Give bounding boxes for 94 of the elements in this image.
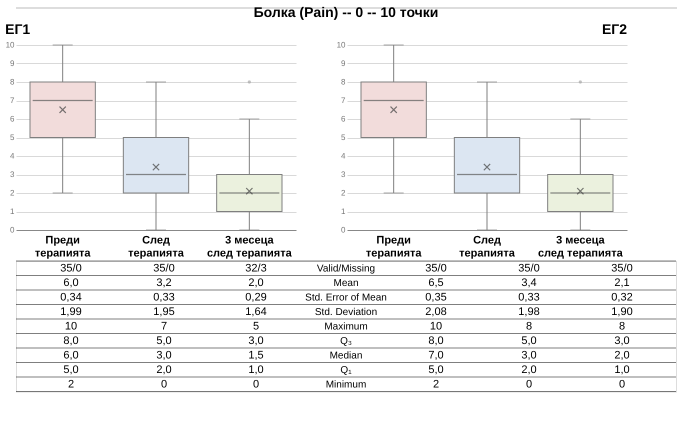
text: 35/0 xyxy=(60,262,82,274)
text: 32/3 xyxy=(245,262,267,274)
text: 35/0 xyxy=(153,262,175,274)
text: 10 xyxy=(430,320,442,332)
text: Minimum xyxy=(326,379,366,390)
text: Std. Deviation xyxy=(314,306,378,318)
chart-title: ЕГ2 xyxy=(602,21,628,37)
x-tick-label: Преди терапията xyxy=(366,234,422,260)
text: 0,29 xyxy=(245,291,267,304)
text: 0 xyxy=(526,378,532,390)
text: Q₁ xyxy=(340,364,352,376)
text: 8,0 xyxy=(428,334,444,347)
text: 0,33 xyxy=(518,291,540,304)
text: Valid/Missing xyxy=(316,263,376,274)
text: 35/0 xyxy=(425,262,447,274)
y-tick-label: 4 xyxy=(341,152,346,160)
text: 7,0 xyxy=(428,349,444,362)
y-tick-label: 6 xyxy=(10,114,16,124)
text: 2,0 xyxy=(248,276,264,289)
text: 10 xyxy=(64,320,78,332)
y-tick-label: 5 xyxy=(10,133,16,142)
text: 2 xyxy=(432,378,440,390)
text: 5 xyxy=(252,320,260,332)
text: 8,0 xyxy=(63,334,79,347)
text: 1,98 xyxy=(518,306,540,318)
y-tick-label: 9 xyxy=(10,59,16,68)
y-tick-label: 8 xyxy=(10,78,16,86)
text: 7 xyxy=(160,320,168,332)
text: 0 xyxy=(618,378,626,390)
y-tick-label: 9 xyxy=(341,59,346,68)
y-tick-label: 7 xyxy=(341,96,346,105)
text: 1,0 xyxy=(614,364,630,376)
text: 6,5 xyxy=(428,276,444,289)
y-tick-label: 0 xyxy=(341,226,346,234)
x-tick-label: След терапията xyxy=(459,234,516,260)
text: Std. Error of Mean xyxy=(305,292,387,304)
text: 35/0 xyxy=(518,262,540,274)
text: Q₃ xyxy=(340,336,352,347)
y-tick-label: 2 xyxy=(341,188,346,198)
text: Maximum xyxy=(324,321,368,332)
text: Болка (Pain) -- 0 -- 10 точки xyxy=(254,4,438,20)
text: 1,64 xyxy=(245,306,267,318)
y-tick-label: 6 xyxy=(341,114,346,124)
text: 0,34 xyxy=(60,291,82,304)
text: 2 xyxy=(68,378,74,390)
text: 2,0 xyxy=(614,349,630,362)
x-tick-label: Преди терапията xyxy=(34,234,92,260)
y-tick-label: 3 xyxy=(10,170,16,179)
text: 0,32 xyxy=(611,291,633,304)
text: 0,33 xyxy=(153,291,175,304)
text: 5,0 xyxy=(428,364,444,376)
text: 2,08 xyxy=(425,306,447,318)
text: 3,0 xyxy=(248,334,264,347)
text: 3,0 xyxy=(614,334,630,347)
text: 35/0 xyxy=(611,262,633,274)
y-tick-label: 10 xyxy=(336,40,346,50)
text: 0,35 xyxy=(425,291,447,304)
text: 3,0 xyxy=(156,349,172,362)
text: 1,95 xyxy=(153,306,175,318)
text: 1,0 xyxy=(248,364,264,376)
text: Mean xyxy=(333,278,359,289)
y-tick-label: 10 xyxy=(6,40,16,50)
y-tick-label: 1 xyxy=(341,207,346,216)
text: 3,0 xyxy=(521,349,537,362)
text: 6,0 xyxy=(63,349,79,362)
text: 3,2 xyxy=(156,276,172,289)
text: 5,0 xyxy=(521,334,537,347)
text: 0 xyxy=(252,378,260,390)
text: Median xyxy=(330,350,362,362)
y-tick-label: 3 xyxy=(341,170,346,179)
text: 1,90 xyxy=(611,306,633,318)
text: 2,0 xyxy=(156,364,172,376)
text: 2,0 xyxy=(521,364,537,376)
text: 6,0 xyxy=(63,276,79,289)
text: 3,4 xyxy=(521,276,537,289)
y-tick-label: 0 xyxy=(10,226,16,234)
y-tick-label: 1 xyxy=(10,207,16,216)
x-tick-label: 3 месеца след терапията xyxy=(538,234,624,260)
y-tick-label: 7 xyxy=(10,96,16,105)
y-tick-label: 4 xyxy=(10,152,16,160)
text: 5,0 xyxy=(156,334,172,347)
y-tick-label: 2 xyxy=(10,188,16,198)
text: 8 xyxy=(618,320,626,332)
text: 1,5 xyxy=(248,349,264,362)
text: 2,1 xyxy=(614,276,630,289)
chart-title: ЕГ1 xyxy=(5,21,30,37)
text: 8 xyxy=(526,320,532,332)
y-tick-label: 8 xyxy=(341,78,346,86)
text: 5,0 xyxy=(63,364,79,376)
y-tick-label: 5 xyxy=(341,133,346,142)
text: 1,99 xyxy=(60,306,82,318)
text: 0 xyxy=(160,378,168,390)
x-tick-label: 3 месеца след терапията xyxy=(206,234,293,260)
x-tick-label: След терапията xyxy=(128,234,185,260)
